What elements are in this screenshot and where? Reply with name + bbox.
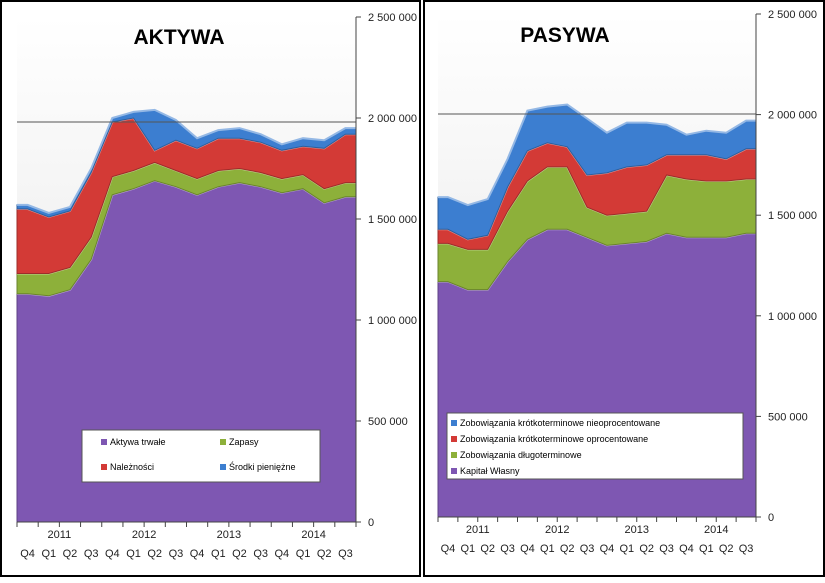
aktywa-year-label: 2011 — [48, 529, 72, 541]
pasywa-x-tick-label: Q3 — [659, 543, 674, 555]
aktywa-year-label: 2014 — [301, 529, 325, 541]
legend-swatch-aktywa-trwale — [101, 439, 107, 445]
pasywa-y-axis-ticks: 0 500 000 1 000 000 1 500 000 2 000 000 2 500… — [756, 9, 817, 524]
legend-label-naleznosci: Należności — [110, 462, 154, 472]
aktywa-x-tick-label: Q4 — [190, 548, 205, 560]
aktywa-x-axis-ticks: Q4 Q1 Q2 Q3 Q4 Q1 Q2 Q3 Q4 Q1 Q2 Q3 Q4 Q1 Q2 Q3 2011 2012… — [16, 521, 357, 560]
aktywa-x-tick-label: Q2 — [232, 548, 247, 560]
legend-swatch-zob-dlugoterminowe — [451, 452, 457, 458]
pasywa-y-tick-label: 0 — [768, 512, 774, 524]
legend-swatch-zob-oprocentowane — [451, 436, 457, 442]
aktywa-y-tick-label: 2 000 000 — [368, 113, 417, 125]
pasywa-areas — [437, 103, 757, 518]
pasywa-y-tick-label: 1 500 000 — [768, 210, 817, 222]
pasywa-title: PASYWA — [520, 24, 609, 47]
pasywa-x-tick-label: Q2 — [560, 543, 575, 555]
pasywa-x-tick-label: Q3 — [739, 543, 754, 555]
aktywa-x-tick-label: Q3 — [253, 548, 268, 560]
aktywa-y-tick-label: 0 — [368, 517, 374, 529]
pasywa-area-edge-zobowiazania-krotkoterminowe-nieoprocentowane — [438, 103, 756, 207]
aktywa-x-tick-label: Q4 — [20, 548, 35, 560]
aktywa-legend-box — [81, 429, 321, 483]
aktywa-y-tick-label: 1 500 000 — [368, 214, 417, 226]
legend-swatch-srodki-pieniezne — [220, 464, 226, 470]
aktywa-chart: 0 500 000 1 000 000 1 500 000 2 000 000 2 500… — [0, 0, 421, 577]
pasywa-x-tick-label: Q4 — [520, 543, 535, 555]
legend-label-kapital-wlasny: Kapitał Własny — [460, 466, 520, 476]
legend-swatch-kapital-wlasny — [451, 468, 457, 474]
legend-label-zob-dlugoterminowe: Zobowiązania długoterminowe — [460, 450, 582, 460]
pasywa-legend: Zobowiązania krótkoterminowe nieoprocent… — [446, 412, 744, 480]
pasywa-year-label: 2011 — [466, 524, 490, 536]
aktywa-x-tick-label: Q4 — [105, 548, 120, 560]
pasywa-x-tick-label: Q4 — [679, 543, 694, 555]
pasywa-y-tick-label: 2 000 000 — [768, 110, 817, 122]
pasywa-chart: 0 500 000 1 000 000 1 500 000 2 000 000 2 500… — [423, 0, 825, 577]
aktywa-x-tick-label: Q4 — [275, 548, 290, 560]
aktywa-x-tick-label: Q3 — [169, 548, 184, 560]
aktywa-title: AKTYWA — [134, 26, 225, 49]
aktywa-area-edge-srodki-pieniezne — [17, 108, 356, 214]
legend-label-zob-oprocentowane: Zobowiązania krótkoterminowe oprocentowa… — [460, 434, 648, 444]
aktywa-y-tick-label: 1 000 000 — [368, 315, 417, 327]
pasywa-year-label: 2013 — [625, 524, 649, 536]
aktywa-y-axis-ticks: 0 500 000 1 000 000 1 500 000 2 000 000 2 500… — [356, 12, 417, 529]
aktywa-legend: Aktywa trwałe Zapasy Należności Środki p… — [81, 429, 321, 483]
aktywa-year-label: 2013 — [217, 529, 241, 541]
aktywa-y-tick-label: 2 500 000 — [368, 12, 417, 24]
aktywa-x-tick-label: Q2 — [317, 548, 332, 560]
pasywa-x-tick-label: Q4 — [600, 543, 615, 555]
pasywa-y-tick-label: 500 000 — [768, 411, 808, 423]
pasywa-year-label: 2014 — [704, 524, 728, 536]
pasywa-legend-box — [446, 412, 744, 480]
pasywa-y-tick-label: 1 000 000 — [768, 311, 817, 323]
pasywa-y-tick-label: 2 500 000 — [768, 9, 817, 21]
legend-label-aktywa-trwale: Aktywa trwałe — [110, 437, 166, 447]
pasywa-x-tick-label: Q1 — [619, 543, 634, 555]
legend-swatch-zob-nieoprocentowane — [451, 420, 457, 426]
pasywa-x-tick-label: Q2 — [719, 543, 734, 555]
pasywa-x-tick-label: Q1 — [540, 543, 555, 555]
legend-swatch-zapasy — [220, 439, 226, 445]
aktywa-x-tick-label: Q1 — [126, 548, 141, 560]
pasywa-year-label: 2012 — [545, 524, 569, 536]
pasywa-x-tick-label: Q2 — [639, 543, 654, 555]
aktywa-x-tick-label: Q2 — [147, 548, 162, 560]
pasywa-x-tick-label: Q3 — [500, 543, 515, 555]
aktywa-x-tick-label: Q3 — [338, 548, 353, 560]
pasywa-x-tick-label: Q1 — [460, 543, 475, 555]
aktywa-y-tick-label: 500 000 — [368, 416, 408, 428]
aktywa-x-tick-label: Q1 — [296, 548, 311, 560]
aktywa-year-label: 2012 — [132, 529, 156, 541]
pasywa-x-tick-label: Q3 — [580, 543, 595, 555]
legend-label-srodki-pieniezne: Środki pieniężne — [229, 461, 296, 472]
aktywa-x-tick-label: Q1 — [211, 548, 226, 560]
legend-label-zob-nieoprocentowane: Zobowiązania krótkoterminowe nieoprocent… — [460, 418, 660, 428]
aktywa-x-tick-label: Q3 — [84, 548, 99, 560]
legend-label-zapasy: Zapasy — [229, 437, 259, 447]
aktywa-x-tick-label: Q1 — [41, 548, 56, 560]
pasywa-x-tick-label: Q4 — [441, 543, 456, 555]
aktywa-x-tick-label: Q2 — [63, 548, 78, 560]
pasywa-x-axis-ticks: Q4 Q1 Q2 Q3 Q4 Q1 Q2 Q3 Q4 Q1 Q2 Q3 Q4 Q1 Q2 Q3 2011 2012… — [437, 516, 757, 555]
pasywa-x-tick-label: Q1 — [699, 543, 714, 555]
legend-swatch-naleznosci — [101, 464, 107, 470]
pasywa-x-tick-label: Q2 — [480, 543, 495, 555]
